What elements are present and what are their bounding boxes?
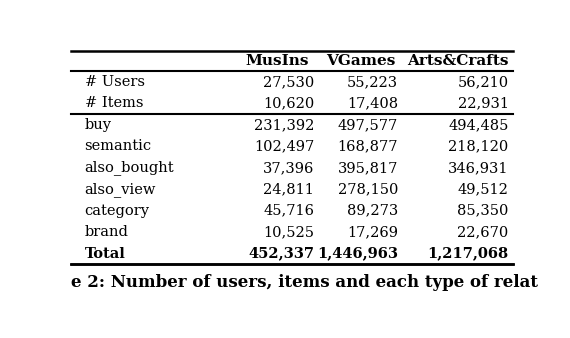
- Text: 497,577: 497,577: [338, 118, 398, 132]
- Text: 55,223: 55,223: [347, 75, 398, 89]
- Text: # Users: # Users: [84, 75, 145, 89]
- Text: 85,350: 85,350: [457, 204, 508, 218]
- Text: 231,392: 231,392: [254, 118, 314, 132]
- Text: 278,150: 278,150: [338, 182, 398, 196]
- Text: 1,446,963: 1,446,963: [317, 247, 398, 261]
- Text: 27,530: 27,530: [263, 75, 314, 89]
- Text: 168,877: 168,877: [337, 139, 398, 153]
- Text: also_view: also_view: [84, 182, 156, 197]
- Text: 89,273: 89,273: [347, 204, 398, 218]
- Text: 10,620: 10,620: [263, 96, 314, 111]
- Text: 24,811: 24,811: [263, 182, 314, 196]
- Text: 346,931: 346,931: [448, 161, 508, 175]
- Text: # Items: # Items: [84, 96, 143, 111]
- Text: 452,337: 452,337: [248, 247, 314, 261]
- Text: 1,217,068: 1,217,068: [428, 247, 508, 261]
- Text: semantic: semantic: [84, 139, 152, 153]
- Text: 45,716: 45,716: [263, 204, 314, 218]
- Text: 494,485: 494,485: [448, 118, 508, 132]
- Text: 17,408: 17,408: [347, 96, 398, 111]
- Text: 17,269: 17,269: [347, 225, 398, 239]
- Text: VGames: VGames: [326, 54, 395, 68]
- Text: Total: Total: [84, 247, 125, 261]
- Text: 218,120: 218,120: [449, 139, 508, 153]
- Text: 37,396: 37,396: [263, 161, 314, 175]
- Text: 102,497: 102,497: [254, 139, 314, 153]
- Text: 395,817: 395,817: [338, 161, 398, 175]
- Text: buy: buy: [84, 118, 112, 132]
- Text: Arts&Crafts: Arts&Crafts: [407, 54, 508, 68]
- Text: 49,512: 49,512: [458, 182, 508, 196]
- Text: e 2: Number of users, items and each type of relat: e 2: Number of users, items and each typ…: [71, 274, 538, 291]
- Text: 22,670: 22,670: [457, 225, 508, 239]
- Text: 10,525: 10,525: [263, 225, 314, 239]
- Text: 22,931: 22,931: [458, 96, 508, 111]
- Text: 56,210: 56,210: [458, 75, 508, 89]
- Text: MusIns: MusIns: [245, 54, 308, 68]
- Text: category: category: [84, 204, 149, 218]
- Text: also_bought: also_bought: [84, 161, 174, 175]
- Text: brand: brand: [84, 225, 128, 239]
